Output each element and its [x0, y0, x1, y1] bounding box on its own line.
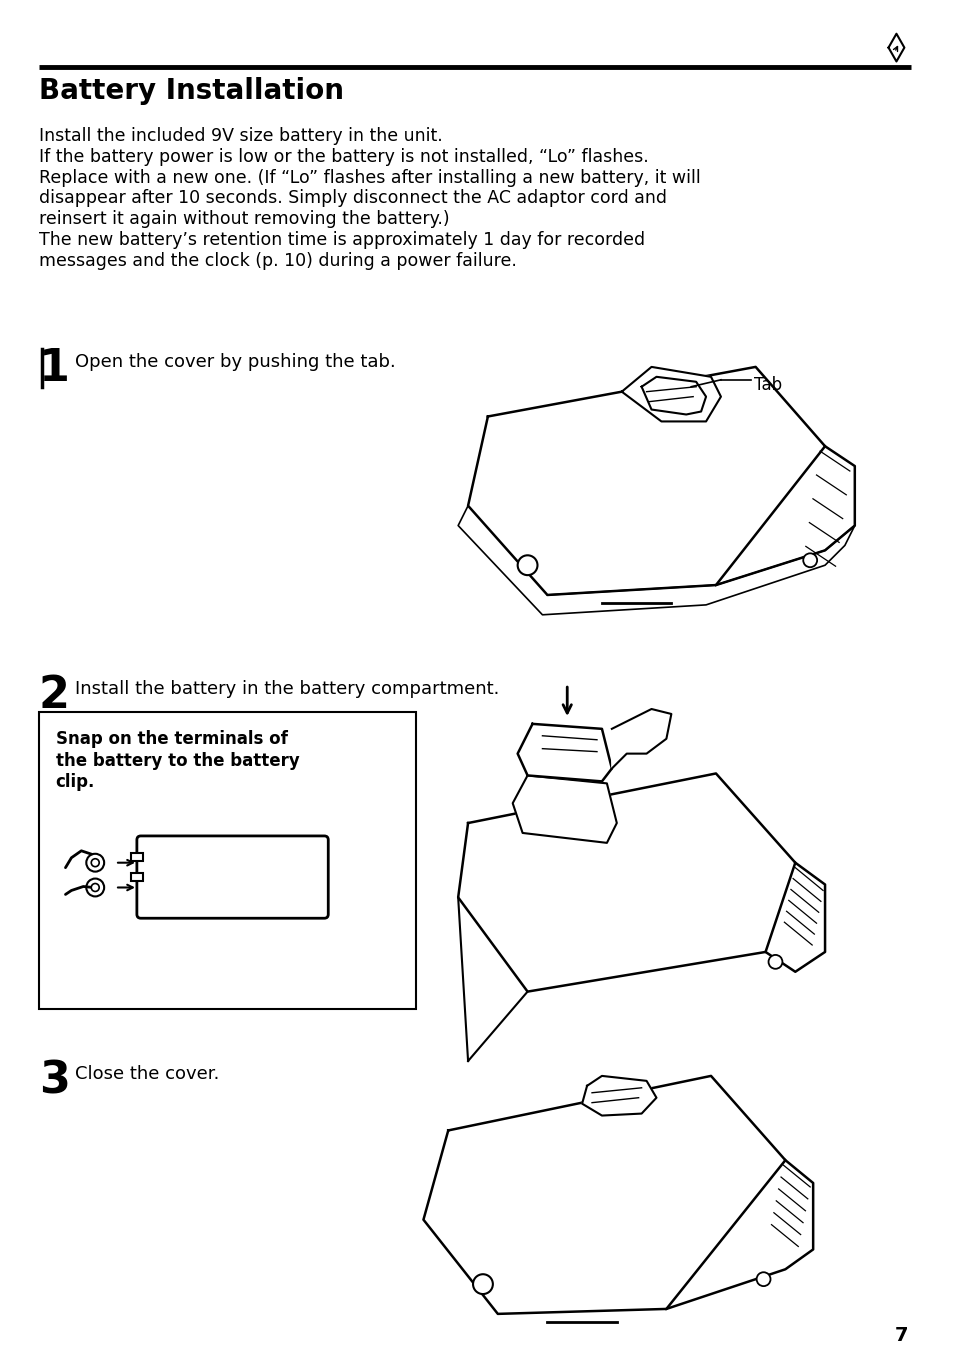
Polygon shape	[517, 723, 611, 781]
Circle shape	[86, 878, 104, 896]
Circle shape	[802, 554, 817, 567]
Circle shape	[86, 854, 104, 872]
Text: Open the cover by pushing the tab.: Open the cover by pushing the tab.	[75, 353, 395, 370]
Polygon shape	[716, 446, 854, 585]
Bar	[131, 853, 143, 861]
Bar	[131, 873, 143, 881]
Text: reinsert it again without removing the battery.): reinsert it again without removing the b…	[39, 210, 449, 228]
Polygon shape	[468, 366, 824, 595]
Circle shape	[473, 1274, 493, 1294]
Text: clip.: clip.	[55, 773, 95, 792]
Circle shape	[768, 955, 781, 968]
Text: Close the cover.: Close the cover.	[75, 1065, 219, 1083]
Circle shape	[91, 884, 99, 892]
Bar	[39, 713, 416, 1009]
Polygon shape	[457, 773, 795, 991]
Circle shape	[517, 555, 537, 575]
Text: Replace with a new one. (If “Lo” flashes after installing a new battery, it will: Replace with a new one. (If “Lo” flashes…	[39, 168, 700, 187]
Text: 3: 3	[39, 1059, 70, 1102]
Circle shape	[756, 1272, 770, 1286]
Polygon shape	[764, 862, 824, 971]
Polygon shape	[457, 505, 854, 614]
Text: Snap on the terminals of: Snap on the terminals of	[55, 730, 287, 748]
Polygon shape	[423, 1076, 784, 1313]
Text: 2: 2	[39, 675, 70, 718]
Polygon shape	[641, 377, 705, 415]
FancyBboxPatch shape	[136, 836, 328, 919]
Text: 1: 1	[39, 348, 70, 391]
Text: 7: 7	[894, 1325, 907, 1344]
Polygon shape	[666, 1160, 812, 1309]
Circle shape	[91, 859, 99, 866]
Text: Battery Installation: Battery Installation	[39, 77, 343, 105]
Text: If the battery power is low or the battery is not installed, “Lo” flashes.: If the battery power is low or the batte…	[39, 148, 648, 166]
Text: Tab: Tab	[753, 376, 781, 393]
Text: the battery to the battery: the battery to the battery	[55, 752, 299, 769]
Polygon shape	[512, 776, 617, 843]
Polygon shape	[581, 1076, 656, 1115]
Text: The new battery’s retention time is approximately 1 day for recorded: The new battery’s retention time is appr…	[39, 232, 644, 249]
Text: Install the included 9V size battery in the unit.: Install the included 9V size battery in …	[39, 127, 442, 145]
Text: disappear after 10 seconds. Simply disconnect the AC adaptor cord and: disappear after 10 seconds. Simply disco…	[39, 190, 666, 207]
Text: messages and the clock (p. 10) during a power failure.: messages and the clock (p. 10) during a …	[39, 252, 516, 269]
Polygon shape	[621, 366, 720, 422]
Text: Install the battery in the battery compartment.: Install the battery in the battery compa…	[75, 680, 499, 698]
Polygon shape	[611, 709, 671, 769]
